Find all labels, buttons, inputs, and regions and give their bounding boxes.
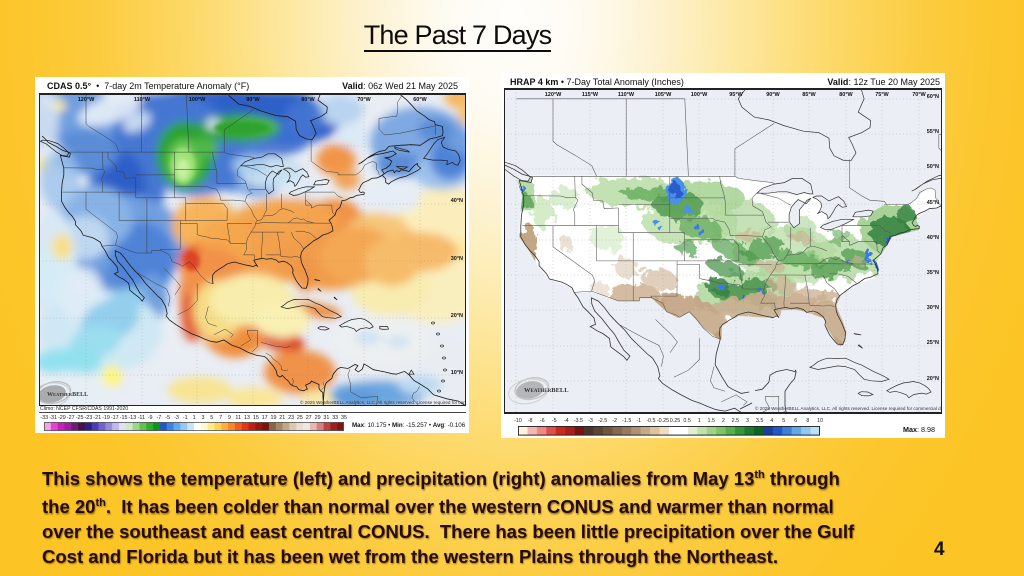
svg-text:10°N: 10°N (451, 370, 463, 376)
svg-text:60°W: 60°W (413, 97, 427, 103)
svg-text:40°N: 40°N (927, 235, 939, 241)
svg-text:90°W: 90°W (766, 92, 780, 98)
svg-text:80°W: 80°W (301, 97, 315, 103)
svg-text:55°N: 55°N (927, 129, 939, 135)
svg-text:© 2025 WeatherBELL Analytics,: © 2025 WeatherBELL Analytics, LLC. All r… (300, 399, 466, 405)
svg-text:60°N: 60°N (927, 94, 939, 100)
svg-text:75°W: 75°W (875, 92, 889, 98)
svg-text:25°N: 25°N (927, 340, 939, 346)
svg-text:90°W: 90°W (246, 97, 260, 103)
svg-text:30°N: 30°N (927, 305, 939, 311)
svg-text:120°W: 120°W (545, 92, 562, 98)
svg-text:50°N: 50°N (927, 164, 939, 170)
svg-text:95°W: 95°W (729, 92, 743, 98)
svg-text:115°W: 115°W (582, 92, 599, 98)
svg-text:120°W: 120°W (78, 97, 95, 103)
svg-text:110°W: 110°W (618, 92, 635, 98)
svg-text:WEATHERBELL: WEATHERBELL (524, 387, 569, 394)
svg-text:45°N: 45°N (927, 200, 939, 206)
svg-text:100°W: 100°W (691, 92, 708, 98)
svg-text:40°N: 40°N (451, 198, 463, 204)
svg-text:20°N: 20°N (451, 313, 463, 319)
svg-text:100°W: 100°W (189, 97, 206, 103)
svg-text:© 2025 WeatherBELL Analytics,: © 2025 WeatherBELL Analytics, LLC. All r… (755, 405, 942, 411)
svg-text:80°W: 80°W (839, 92, 853, 98)
svg-text:85°W: 85°W (802, 92, 816, 98)
svg-text:35°N: 35°N (927, 270, 939, 276)
svg-text:30°N: 30°N (451, 256, 463, 262)
svg-text:105°W: 105°W (655, 92, 672, 98)
svg-text:WEATHERBELL: WEATHERBELL (47, 392, 88, 398)
svg-text:70°W: 70°W (357, 97, 371, 103)
svg-text:110°W: 110°W (134, 97, 151, 103)
svg-text:70°W: 70°W (912, 92, 926, 98)
svg-text:20°N: 20°N (927, 376, 939, 382)
